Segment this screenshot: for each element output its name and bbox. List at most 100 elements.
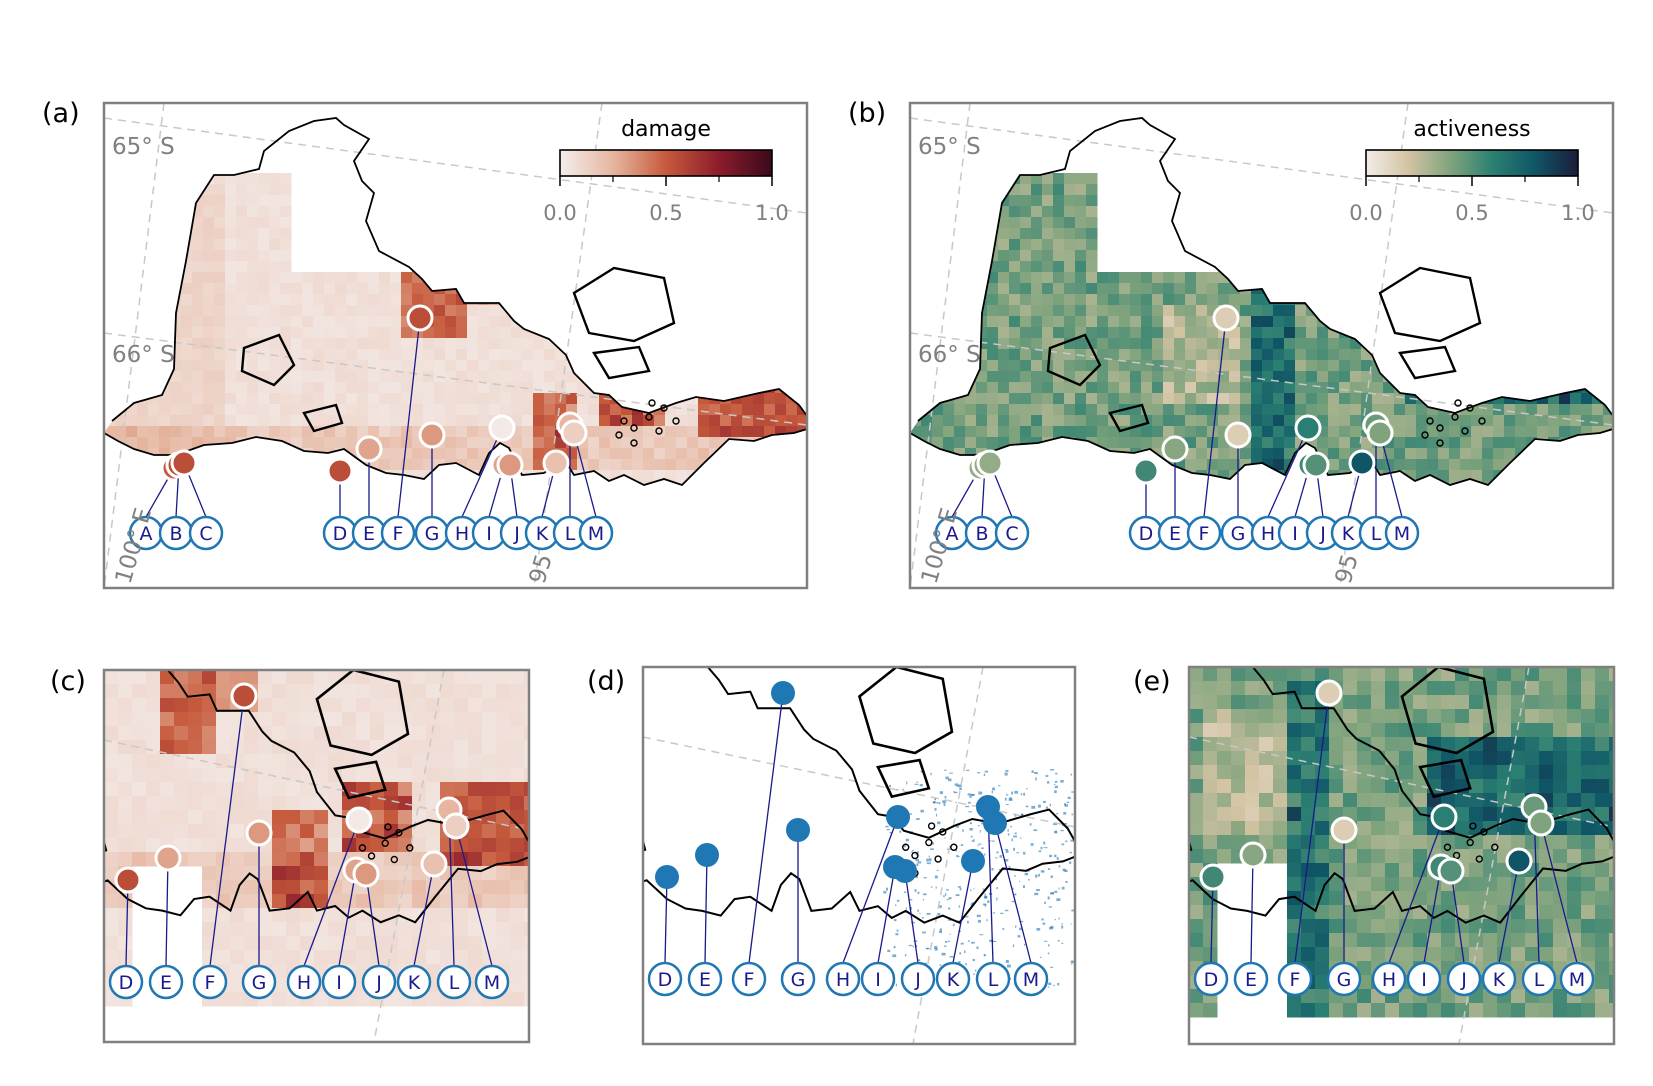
site-l-label: L (565, 523, 576, 545)
colorbar-tick-label: 0.0 (543, 201, 576, 225)
site-j-label: J (513, 523, 520, 545)
panel-e-activeness-zoom: (e) D E F G H I J K L M (1133, 665, 1616, 1046)
site-a-label: A (946, 523, 959, 545)
site-j-marker (1437, 857, 1465, 885)
site-g-label: G (791, 969, 806, 991)
site-l-label: L (988, 969, 999, 991)
site-k-label: K (947, 969, 960, 991)
site-g-badge (241, 964, 277, 1000)
site-k-label: K (408, 972, 421, 994)
site-m-badge (578, 515, 614, 551)
panel-a-letter: (a) (42, 98, 80, 129)
site-k-label: K (1493, 969, 1506, 991)
site-m-label: M (588, 523, 604, 545)
site-d-marker (655, 865, 679, 889)
panel-a-frame (102, 101, 809, 590)
site-m-marker (1527, 809, 1555, 837)
site-f-label: F (1290, 969, 1301, 991)
panel-b-frame (908, 101, 1615, 590)
site-e-marker (154, 844, 182, 872)
coastline-b (910, 117, 1613, 487)
site-k-label: K (536, 523, 549, 545)
colorbar-tick-label: 0.5 (649, 201, 682, 225)
site-a-label: A (140, 523, 153, 545)
site-e-label: E (160, 972, 172, 994)
site-l-label: L (449, 972, 460, 994)
site-i-badge (1406, 961, 1442, 997)
site-d-badge (108, 964, 144, 1000)
site-f-marker (771, 681, 795, 705)
site-f-marker (230, 682, 258, 710)
site-j-marker (352, 860, 380, 888)
site-c-label: C (199, 523, 212, 545)
site-m-marker (1366, 419, 1394, 447)
site-e-badge (1233, 961, 1269, 997)
site-d-badge (647, 961, 683, 997)
colorbar-activeness: activeness 0.0 0.5 1.0 (1349, 117, 1594, 225)
site-g-label: G (1337, 969, 1352, 991)
site-k-badge (396, 964, 432, 1000)
colorbar-activeness-ramp (1365, 149, 1579, 177)
site-m-badge (1559, 961, 1595, 997)
site-g-label: G (252, 972, 267, 994)
site-k-marker (1505, 847, 1533, 875)
site-i-label: I (1421, 969, 1427, 991)
site-h-label: H (1261, 523, 1275, 545)
colorbar-damage: damage 0.0 0.5 1.0 (543, 117, 788, 225)
site-i-badge (860, 961, 896, 997)
site-k-marker (420, 850, 448, 878)
lon-label-95: 95 (1331, 551, 1364, 586)
site-f-marker (406, 304, 434, 332)
site-i-label: I (336, 972, 342, 994)
panel-d-frame (641, 665, 1077, 1046)
site-g-label: G (425, 523, 440, 545)
site-f-badge (1277, 961, 1313, 997)
site-m-badge (1013, 961, 1049, 997)
site-i-badge (321, 964, 357, 1000)
site-f-badge (731, 961, 767, 997)
site-d-label: D (333, 523, 348, 545)
site-h-marker (1430, 803, 1458, 831)
site-j-label: J (1460, 969, 1467, 991)
site-d-label: D (1139, 523, 1154, 545)
site-h-badge (286, 964, 322, 1000)
site-i-label: I (1292, 523, 1298, 545)
site-e-label: E (1169, 523, 1181, 545)
site-m-badge (1384, 515, 1420, 551)
colorbar-tick-label: 1.0 (1561, 201, 1594, 225)
site-e-marker (355, 435, 383, 463)
site-d-label: D (1204, 969, 1219, 991)
site-k-badge (935, 961, 971, 997)
site-g-marker (1330, 816, 1358, 844)
site-f-label: F (205, 972, 216, 994)
site-k-marker (1348, 449, 1376, 477)
site-j-marker (496, 451, 524, 479)
colorbar-tick-label: 1.0 (755, 201, 788, 225)
survey-sites-e: D E F G H I J K L M (1193, 679, 1595, 997)
lat-label-65: 65° S (918, 134, 981, 160)
site-e-marker (695, 843, 719, 867)
colorbar-activeness-ticks: 0.0 0.5 1.0 (1349, 176, 1595, 225)
graticule-d (643, 667, 1075, 1044)
colorbar-tick-label: 0.5 (1455, 201, 1488, 225)
panel-d-letter: (d) (587, 666, 625, 697)
site-h-label: H (1382, 969, 1396, 991)
lon-label-95: 95 (525, 551, 558, 586)
lat-label-65: 65° S (112, 134, 175, 160)
site-f-label: F (1199, 523, 1210, 545)
coastline-c (104, 670, 529, 924)
site-d-marker (1132, 457, 1160, 485)
colorbar-damage-ticks: 0.0 0.5 1.0 (543, 176, 789, 225)
site-d-label: D (119, 972, 134, 994)
panel-d-point-map: (d) D E F G H I J K L M (587, 665, 1077, 1046)
site-e-marker (1239, 841, 1267, 869)
site-f-marker (1212, 304, 1240, 332)
site-f-badge (1186, 515, 1222, 551)
site-l-badge (436, 964, 472, 1000)
colorbar-damage-title: damage (621, 117, 711, 142)
